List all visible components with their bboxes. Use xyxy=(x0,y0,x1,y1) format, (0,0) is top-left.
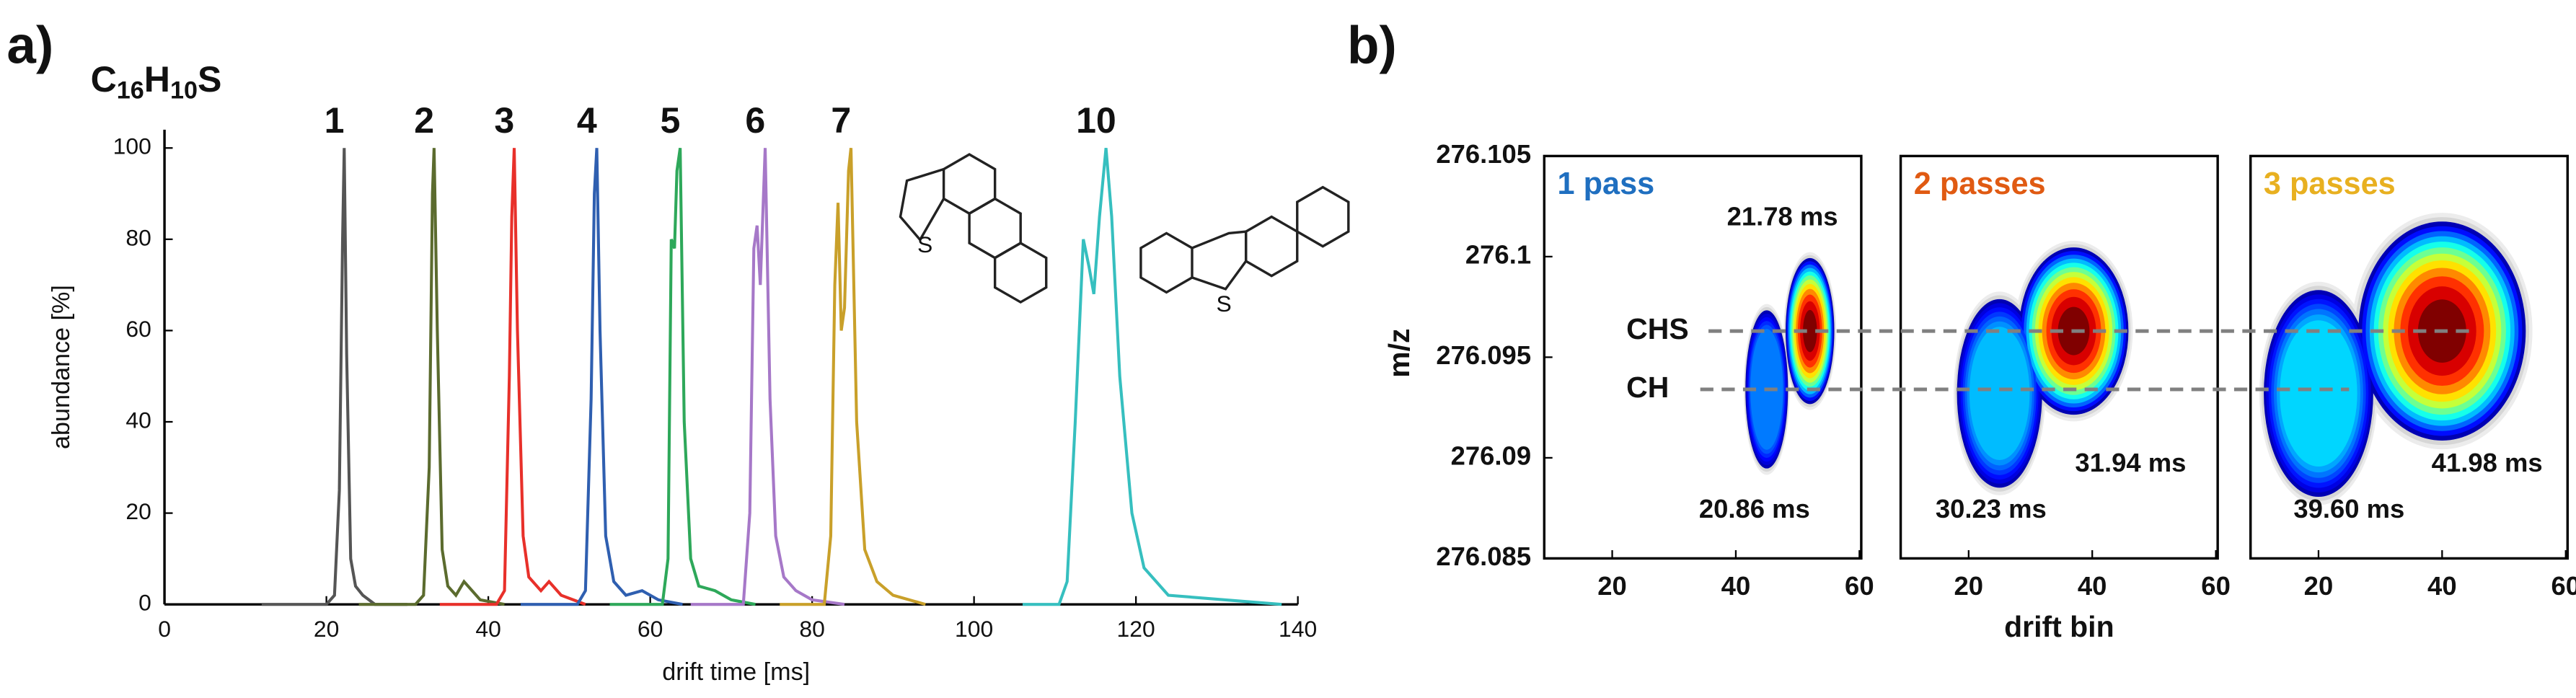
y-tick-label: 100 xyxy=(113,133,151,159)
x-tick-label: 60 xyxy=(2201,571,2231,601)
x-tick-label: 40 xyxy=(2078,571,2107,601)
ring xyxy=(968,197,1022,260)
line-series xyxy=(261,148,407,606)
density-contour xyxy=(1969,327,2030,461)
x-tick-label: 140 xyxy=(1279,616,1317,642)
series-label: 2 xyxy=(414,100,434,141)
plot-frame xyxy=(2249,154,2569,560)
series-label: 5 xyxy=(661,100,681,141)
line-series xyxy=(780,148,926,606)
series-label: 10 xyxy=(1076,100,1116,141)
x-tick-label: 0 xyxy=(158,616,171,642)
plot-frame xyxy=(1899,154,2219,560)
drift-time-label: 31.94 ms xyxy=(2075,448,2186,477)
ring xyxy=(1139,231,1194,294)
y-tick-label: 276.095 xyxy=(1436,340,1531,370)
y-tick-label: 276.105 xyxy=(1436,139,1531,169)
y-tick-label: 40 xyxy=(125,407,151,433)
x-tick-label: 40 xyxy=(1721,571,1751,601)
y-tick-label: 276.1 xyxy=(1465,240,1531,270)
reference-label: CH xyxy=(1626,371,1669,404)
series-label: 1 xyxy=(325,100,345,141)
drift-time-label: 30.23 ms xyxy=(1936,494,2047,524)
molecule-structures xyxy=(899,153,1350,304)
panel-title: 3 passes xyxy=(2264,167,2396,201)
line-series xyxy=(521,148,683,606)
x-tick-label: 20 xyxy=(1954,571,1984,601)
x-tick-label: 20 xyxy=(1597,571,1627,601)
title-part: 16 xyxy=(117,77,144,105)
y-tick-label: 20 xyxy=(125,498,151,524)
x-tick-label: 40 xyxy=(475,616,500,642)
series-label: 7 xyxy=(831,100,851,141)
reference-label: CHS xyxy=(1626,312,1689,345)
atom-label: S xyxy=(917,231,932,257)
y-tick-label: 276.085 xyxy=(1436,542,1531,571)
y-tick-label: 0 xyxy=(138,590,151,616)
thiophene xyxy=(1191,230,1248,291)
heatmap xyxy=(1953,240,2133,495)
x-axis-label: drift bin xyxy=(2004,610,2114,643)
ring xyxy=(1296,185,1350,248)
ring xyxy=(1244,215,1299,278)
heatmap xyxy=(1743,252,1837,475)
line-series xyxy=(690,148,845,606)
y-axis-label: m/z xyxy=(1382,329,1416,378)
title-part: H xyxy=(144,59,170,100)
density-contour xyxy=(1803,309,1817,353)
x-tick-label: 60 xyxy=(638,616,663,642)
drift-time-label: 21.78 ms xyxy=(1727,202,1838,231)
x-tick-label: 60 xyxy=(1845,571,1874,601)
y-tick-label: 60 xyxy=(125,316,151,342)
title-part: C xyxy=(91,59,117,100)
ring xyxy=(993,242,1048,304)
line-series xyxy=(439,148,586,606)
drift-time-label: 41.98 ms xyxy=(2432,448,2543,477)
x-tick-label: 20 xyxy=(314,616,339,642)
ring xyxy=(942,153,997,216)
x-tick-label: 80 xyxy=(799,616,824,642)
title-part: 10 xyxy=(170,77,198,105)
y-axis-label: abundance [%] xyxy=(48,285,75,449)
x-axis-label: drift time [ms] xyxy=(662,658,810,686)
panel-label: a) xyxy=(6,17,53,75)
line-series xyxy=(1022,148,1282,606)
x-tick-label: 20 xyxy=(2304,571,2334,601)
thiophene xyxy=(899,167,945,242)
panel-title: 2 passes xyxy=(1914,167,2046,201)
chart-title: C16H10S xyxy=(91,59,222,104)
panel-label: b) xyxy=(1347,17,1397,75)
x-tick-label: 60 xyxy=(2551,571,2576,601)
y-tick-label: 276.09 xyxy=(1451,441,1531,471)
x-tick-label: 120 xyxy=(1117,616,1155,642)
line-series xyxy=(358,148,505,606)
y-tick-label: 80 xyxy=(125,224,151,250)
line-series xyxy=(609,147,756,606)
series-label: 3 xyxy=(494,100,514,141)
density-contour xyxy=(2280,320,2357,467)
series-label: 4 xyxy=(577,100,597,141)
atom-label: S xyxy=(1217,291,1232,317)
x-tick-label: 40 xyxy=(2427,571,2457,601)
series-label: 6 xyxy=(745,100,765,141)
drift-time-label: 20.86 ms xyxy=(1699,494,1810,524)
panel-title: 1 pass xyxy=(1558,167,1655,201)
drift-time-label: 39.60 ms xyxy=(2293,494,2404,524)
x-tick-label: 100 xyxy=(955,616,993,642)
title-part: S xyxy=(198,59,221,100)
